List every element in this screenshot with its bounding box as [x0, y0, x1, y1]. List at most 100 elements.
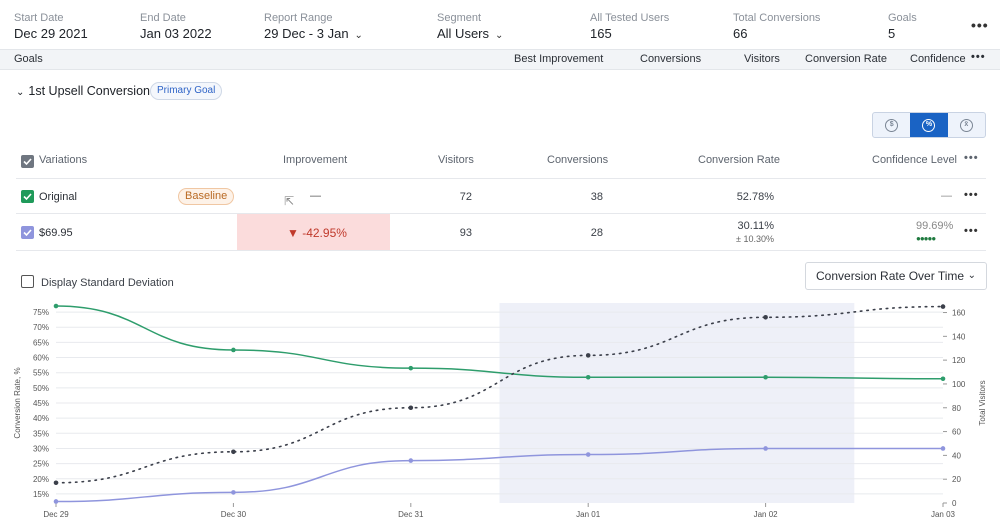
series-1-point	[53, 499, 59, 504]
conversion-rate-value: 52.78%	[736, 191, 774, 203]
visitors-value: 93	[459, 227, 472, 239]
metric-revenue-button[interactable]: $	[873, 113, 910, 137]
series-1-point	[585, 452, 591, 457]
table-row: Original Baseline ⇱ — 72 38 52.78% — •••	[16, 180, 986, 214]
y-tick-label: 20%	[33, 475, 49, 484]
series-0-point	[585, 374, 591, 380]
start-date-label: Start Date	[14, 12, 64, 24]
y2-axis-label: Total Visitors	[978, 380, 987, 425]
conversion-rate-deviation: ± 10.30%	[736, 234, 774, 244]
segment-label: Segment	[437, 12, 482, 24]
y2-tick-label: 0	[952, 499, 957, 508]
chevron-down-icon: ⌄	[354, 30, 363, 41]
y-tick-label: 30%	[33, 444, 49, 453]
metric-average-button[interactable]: x̄	[948, 113, 985, 137]
y-axis-label: Conversion Rate, %	[13, 367, 22, 438]
std-dev-checkbox[interactable]	[21, 275, 34, 288]
chevron-down-icon: ⌄	[16, 87, 25, 98]
total-conversions-value: 66	[733, 26, 748, 41]
series-2-point	[763, 314, 768, 320]
std-dev-toggle[interactable]: Display Standard Deviation	[21, 275, 174, 289]
row-more-icon[interactable]: •••	[964, 189, 979, 201]
series-1-point	[231, 490, 236, 495]
series-0-point	[53, 303, 59, 309]
series-0-line	[55, 305, 944, 380]
goals-col-conversion-rate[interactable]: Conversion Rate	[805, 53, 887, 65]
y2-tick-label: 160	[952, 309, 966, 318]
goal-name: 1st Upsell Conversion	[28, 84, 150, 98]
x-bar-icon: x̄	[959, 118, 973, 132]
all-tested-users-value: 165	[590, 26, 612, 41]
metric-toggle-group: $ % x̄	[872, 112, 986, 138]
x-tick-label: Jan 02	[754, 510, 779, 519]
total-conversions-label: Total Conversions	[733, 12, 821, 24]
segment-value: All Users	[437, 26, 490, 41]
y-tick-label: 55%	[33, 369, 49, 378]
baseline-badge: Baseline	[178, 188, 235, 205]
table-row: $69.95 ▼ -42.95% 93 28 30.11% ± 10.30% 9…	[16, 214, 986, 251]
y2-tick-label: 60	[952, 428, 961, 437]
y2-tick-label: 40	[952, 451, 961, 460]
chevron-down-icon: ⌄	[495, 30, 504, 41]
series-2-point	[408, 405, 414, 411]
header-confidence-level[interactable]: Confidence Level	[872, 154, 958, 166]
series-2-point	[53, 480, 59, 486]
header-improvement[interactable]: Improvement	[283, 154, 348, 166]
chart-view-dropdown[interactable]: Conversion Rate Over Time ⌄	[805, 262, 987, 290]
header-visitors[interactable]: Visitors	[438, 154, 474, 166]
x-tick-label: Jan 03	[931, 510, 956, 519]
header-conversion-rate[interactable]: Conversion Rate	[698, 154, 780, 166]
summary-more-icon[interactable]: •••	[971, 17, 989, 33]
metric-percent-button[interactable]: %	[910, 113, 948, 137]
header-conversions[interactable]: Conversions	[547, 154, 609, 166]
header-more-icon[interactable]: •••	[964, 152, 979, 164]
header-variations[interactable]: Variations	[39, 154, 88, 166]
select-all-checkbox[interactable]	[21, 155, 34, 168]
start-date-field[interactable]: Start Date Dec 29 2021	[14, 12, 88, 42]
goal-toggle[interactable]: ⌄ 1st Upsell Conversion	[16, 84, 150, 98]
goals-more-icon[interactable]: •••	[971, 51, 986, 63]
y2-tick-label: 80	[952, 404, 961, 413]
row-checkbox[interactable]	[21, 226, 34, 239]
y-tick-label: 40%	[33, 414, 49, 423]
x-tick-label: Dec 29	[43, 510, 69, 519]
series-1-point	[940, 446, 946, 451]
chart-view-value: Conversion Rate Over Time	[816, 269, 965, 283]
goals-col-conversions[interactable]: Conversions	[640, 53, 702, 65]
series-0-point	[940, 376, 946, 382]
series-0-point	[408, 365, 414, 371]
variation-name: $69.95	[39, 227, 73, 239]
conversions-value: 38	[590, 191, 603, 203]
x-tick-label: Dec 31	[398, 510, 424, 519]
end-date-field[interactable]: End Date Jan 03 2022	[140, 12, 212, 42]
chart-highlight-band	[499, 303, 855, 503]
report-range-label: Report Range	[264, 12, 333, 24]
improvement-value: —	[310, 190, 321, 202]
total-conversions-stat: Total Conversions 66	[733, 12, 820, 42]
y-tick-label: 35%	[33, 429, 49, 438]
confidence-value: —	[941, 190, 952, 202]
variations-table-header: Variations Improvement Visitors Conversi…	[16, 148, 986, 179]
all-tested-users-label: All Tested Users	[590, 12, 670, 24]
y-tick-label: 60%	[33, 354, 49, 363]
conversions-value: 28	[590, 227, 603, 239]
series-2-point	[940, 304, 946, 309]
chevron-down-icon: ⌄	[967, 270, 976, 281]
goals-title: Goals	[14, 53, 43, 65]
goals-col-visitors[interactable]: Visitors	[744, 53, 780, 65]
report-range-dropdown[interactable]: Report Range 29 Dec - 3 Jan ⌄	[264, 12, 363, 44]
confidence-dots-indicator: ●●●●●	[916, 234, 936, 243]
conversion-rate-value: 30.11%	[737, 220, 775, 232]
y-tick-label: 65%	[33, 338, 49, 347]
segment-dropdown[interactable]: Segment All Users ⌄	[437, 12, 503, 44]
goals-col-confidence[interactable]: Confidence	[910, 53, 966, 65]
variation-name: Original	[39, 191, 77, 203]
goals-label: Goals	[888, 12, 917, 24]
start-date-value: Dec 29 2021	[14, 26, 88, 41]
row-checkbox[interactable]	[21, 190, 34, 203]
row-more-icon[interactable]: •••	[964, 225, 979, 237]
y-tick-label: 70%	[33, 323, 49, 332]
goals-col-best-improvement[interactable]: Best Improvement	[514, 53, 604, 65]
end-date-value: Jan 03 2022	[140, 26, 212, 41]
primary-goal-badge: Primary Goal	[150, 82, 223, 100]
